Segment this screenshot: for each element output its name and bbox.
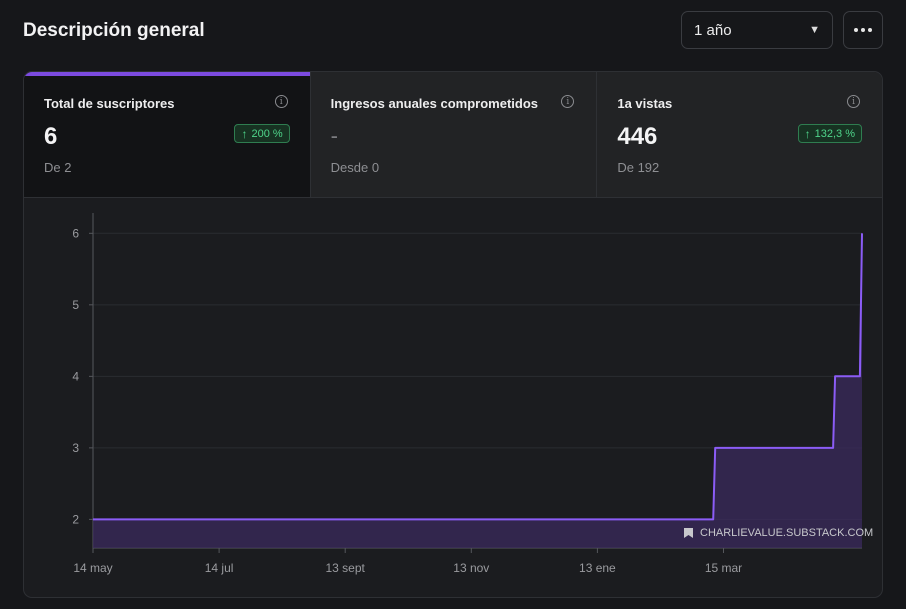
- stat-label: Total de suscriptores: [44, 96, 175, 111]
- change-badge: ↑ 200 %: [234, 124, 290, 143]
- change-badge-text: 200 %: [251, 127, 283, 140]
- arrow-up-icon: ↑: [804, 126, 811, 141]
- y-tick-label: 5: [72, 298, 79, 312]
- stat-previous: Desde 0: [330, 160, 380, 175]
- stat-value: 446: [617, 123, 658, 150]
- overview-card: Total de suscriptores i 6 ↑ 200 % De 2 I…: [23, 71, 883, 598]
- page-title: Descripción general: [23, 20, 205, 41]
- stat-previous: De 2: [44, 160, 72, 175]
- stat-label: Ingresos anuales comprometidos: [330, 96, 539, 111]
- caret-down-icon: ▼: [809, 24, 820, 36]
- x-tick-label: 14 jul: [205, 561, 234, 575]
- stat-annual-revenue[interactable]: Ingresos anuales comprometidos i - Desde…: [309, 72, 597, 197]
- bookmark-icon: [684, 528, 693, 538]
- range-select[interactable]: 1 año ▼: [681, 11, 833, 49]
- x-tick-label: 14 may: [73, 561, 112, 575]
- stat-total-subscribers[interactable]: Total de suscriptores i 6 ↑ 200 % De 2: [24, 72, 310, 197]
- more-options-button[interactable]: [843, 11, 883, 49]
- x-tick-label: 13 nov: [453, 561, 489, 575]
- info-icon[interactable]: i: [847, 95, 861, 108]
- x-tick-label: 15 mar: [705, 561, 742, 575]
- range-select-value: 1 año: [694, 21, 732, 39]
- stats-row: Total de suscriptores i 6 ↑ 200 % De 2 I…: [24, 72, 882, 198]
- stat-value: -: [330, 123, 338, 148]
- chart-watermark: CHARLIEVALUE.SUBSTACK.COM: [700, 527, 873, 539]
- y-tick-label: 6: [72, 226, 79, 240]
- change-badge: ↑ 132,3 %: [797, 124, 863, 143]
- y-tick-label: 3: [72, 441, 79, 455]
- change-badge-text: 132,3 %: [814, 127, 856, 140]
- series-line: [93, 233, 863, 521]
- chart-svg: 2 3 4 5 6 14 may 14 jul 13 sept 13 nov 13 ene 15 m…: [72, 213, 873, 575]
- y-tick-label: 2: [72, 512, 79, 526]
- x-tick-label: 13 sept: [326, 561, 366, 575]
- y-tick-label: 4: [72, 369, 79, 383]
- stat-views[interactable]: 1a vistas i 446 ↑ 132,3 % De 192: [596, 72, 882, 197]
- more-horizontal-icon: [854, 28, 872, 32]
- arrow-up-icon: ↑: [241, 126, 248, 141]
- x-tick-label: 13 ene: [579, 561, 616, 575]
- series-area: [93, 233, 862, 549]
- info-icon[interactable]: i: [274, 95, 288, 108]
- stat-previous: De 192: [617, 160, 660, 175]
- stat-value: 6: [44, 123, 58, 150]
- info-icon[interactable]: i: [561, 95, 575, 108]
- stat-label: 1a vistas: [617, 96, 673, 111]
- subscribers-chart: 2 3 4 5 6 14 may 14 jul 13 sept 13 nov 13 ene 15 m…: [24, 198, 882, 597]
